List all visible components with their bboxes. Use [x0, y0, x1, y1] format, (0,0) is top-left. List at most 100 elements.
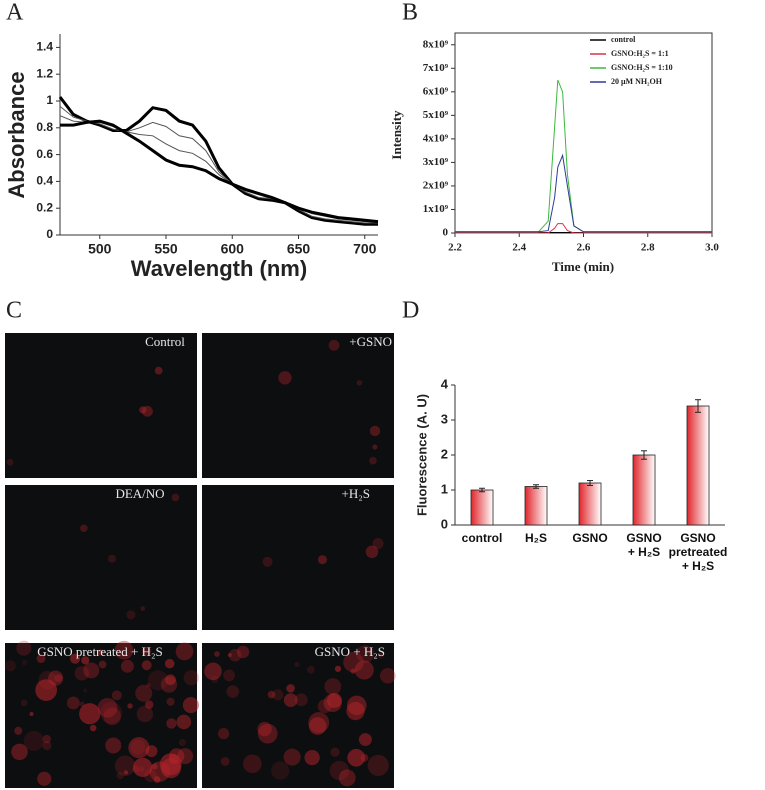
x-tick-label: control: [461, 531, 503, 545]
cell-signal: [29, 712, 34, 717]
cell-signal: [168, 753, 179, 765]
cell-signal: [367, 754, 389, 777]
cell-signal: [141, 646, 152, 657]
cell-signal: [38, 670, 57, 690]
cell-signal: [98, 660, 107, 669]
cell-signal: [343, 651, 364, 673]
cell-signal: [369, 425, 381, 437]
x-tick-label: 2.8: [641, 242, 655, 254]
cell-signal: [142, 405, 153, 417]
cell-signal: [20, 699, 28, 707]
x-tick-label: 2.6: [577, 242, 591, 254]
axes-frame: [454, 32, 713, 234]
cell-signal: [171, 493, 180, 502]
bar: [632, 454, 656, 526]
y-tick-label: 2x10⁹: [423, 179, 449, 191]
cell-signal: [204, 662, 222, 681]
cell-signal: [139, 406, 147, 414]
bar: [470, 489, 494, 526]
cell-signal: [257, 721, 272, 737]
panel-label: A: [6, 0, 24, 26]
cell-signal: [243, 754, 262, 774]
cell-signal: [272, 689, 284, 701]
micrograph: [5, 333, 197, 478]
legend-label: control: [611, 35, 636, 44]
y-tick-label: 1.4: [36, 40, 53, 54]
cell-signal: [164, 658, 175, 669]
cell-signal: [42, 740, 52, 751]
cell-signal: [74, 666, 90, 681]
cell-signal: [338, 769, 356, 787]
x-tick-label: 500: [88, 241, 112, 257]
cell-signal: [356, 645, 375, 663]
micrograph-caption: DEA/NO: [115, 486, 164, 501]
cell-signal: [330, 747, 340, 757]
cell-signal: [350, 668, 356, 674]
cell-signal: [126, 610, 136, 620]
cell-signal: [114, 755, 136, 777]
cell-signal: [97, 697, 118, 718]
cell-signal: [144, 700, 154, 709]
y-tick-label: 6x10⁹: [423, 85, 449, 97]
series-line: [455, 79, 712, 233]
cell-signal: [105, 737, 122, 754]
cell-signal: [36, 654, 46, 663]
cell-signal: [369, 456, 377, 465]
cell-signal: [127, 703, 133, 709]
cell-signal: [141, 660, 152, 671]
cell-signal: [123, 770, 129, 775]
cell-signal: [153, 776, 161, 783]
cell-signal: [54, 674, 63, 682]
cell-signal: [159, 753, 182, 776]
cell-signal: [116, 771, 124, 780]
cell-signal: [35, 679, 58, 701]
micrograph-caption: GSNO pretreated + H₂S: [37, 644, 163, 659]
y-tick-label: 2: [441, 446, 448, 461]
micrograph-caption: Control: [145, 334, 185, 349]
series-line: [59, 106, 378, 224]
y-tick-label: 3x10⁹: [423, 156, 449, 168]
cell-signal: [135, 684, 153, 702]
micrograph: [202, 333, 394, 478]
y-tick-label: 0.2: [36, 200, 53, 214]
cell-signal: [304, 749, 320, 766]
x-tick-label: GSNO pretreated + H₂S: [668, 531, 728, 573]
panel-label: C: [6, 298, 22, 324]
cell-signal: [176, 714, 192, 730]
y-tick-label: 0: [441, 516, 448, 531]
cell-signal: [111, 690, 122, 701]
cell-signal: [218, 727, 230, 740]
cell-signal: [214, 651, 220, 657]
x-tick-label: 700: [353, 241, 377, 257]
cell-signal: [226, 685, 240, 698]
cell-signal: [347, 748, 366, 767]
cell-signal: [140, 606, 146, 611]
bar: [578, 482, 602, 526]
y-tick-label: 3: [441, 411, 448, 426]
legend-label: 20 μM NH₂OH: [611, 77, 663, 86]
cell-signal: [37, 771, 52, 786]
cell-signal: [83, 662, 100, 679]
cell-signal: [147, 670, 169, 691]
cell-signal: [4, 660, 16, 672]
y-axis-label: Intensity: [389, 110, 404, 160]
cell-signal: [365, 545, 379, 559]
x-tick-label: 2.2: [448, 242, 462, 254]
cell-signal: [283, 693, 298, 707]
cell-signal: [11, 743, 28, 761]
panel-label: B: [402, 0, 418, 26]
y-tick-label: 0.6: [36, 147, 53, 161]
legend-label: GSNO:H₂S = 1:1: [611, 49, 669, 58]
x-tick-label: 3.0: [705, 242, 719, 254]
x-tick-label: GSNO + H₂S: [626, 531, 662, 559]
cell-signal: [89, 724, 97, 732]
micrograph-caption: +H₂S: [342, 486, 370, 501]
y-tick-label: 5x10⁹: [423, 109, 449, 121]
cell-signal: [227, 653, 232, 658]
cell-signal: [128, 737, 150, 759]
cell-signal: [308, 717, 327, 735]
cell-signal: [334, 665, 342, 672]
cell-signal: [378, 652, 384, 659]
y-tick-label: 1: [441, 481, 448, 496]
cell-signal: [83, 688, 88, 693]
